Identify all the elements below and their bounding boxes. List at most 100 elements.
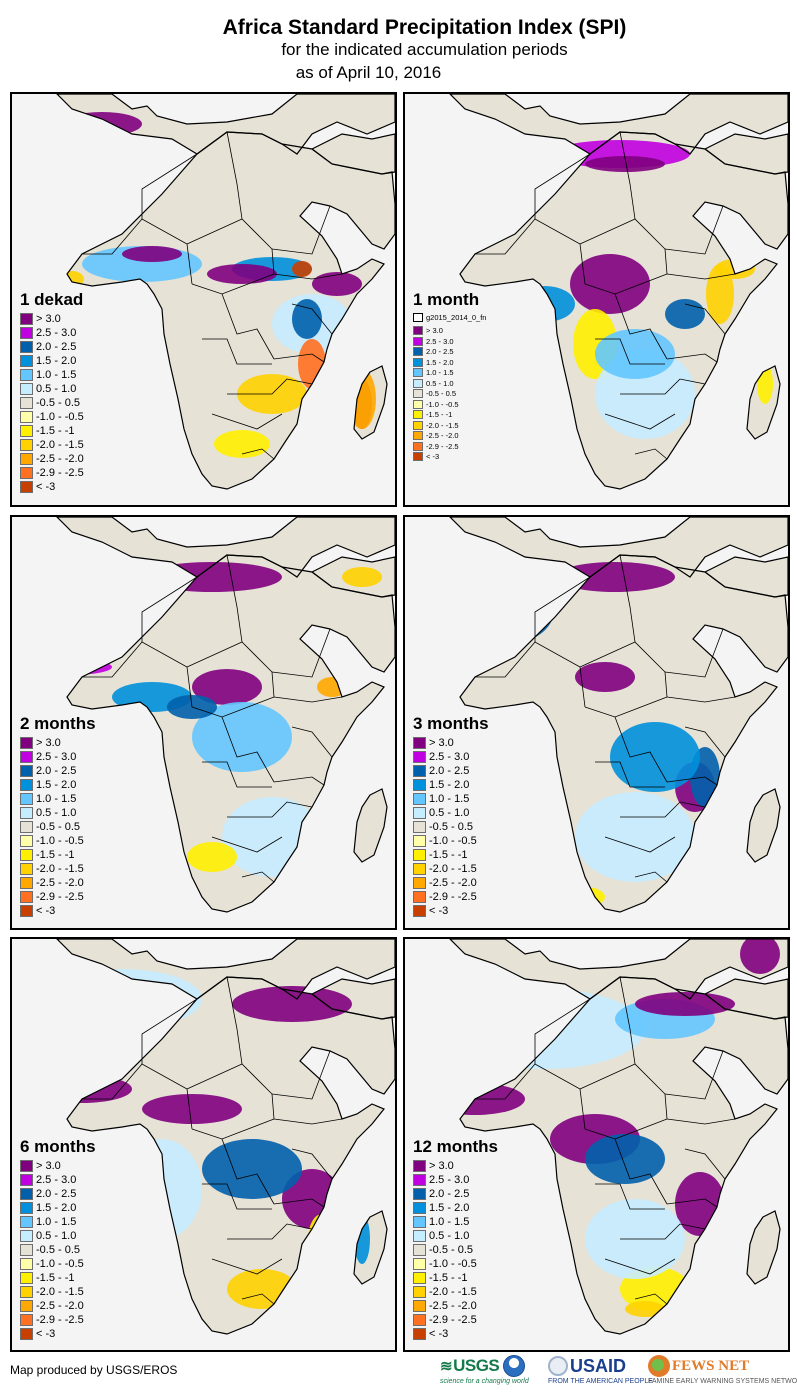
legend-item: 1.5 - 2.0 xyxy=(413,357,486,368)
legend-item: -2.0 - -1.5 xyxy=(413,862,489,876)
legend-label: 2.5 - 3.0 xyxy=(429,751,470,763)
legend-swatch-icon xyxy=(413,765,426,777)
legend-item: -0.5 - 0.5 xyxy=(20,820,96,834)
legend-item: < -3 xyxy=(20,904,96,918)
usaid-logo: USAID FROM THE AMERICAN PEOPLE xyxy=(548,1355,653,1386)
fewsnet-logo: FEWS NET FAMINE EARLY WARNING SYSTEMS NE… xyxy=(648,1355,797,1386)
spi-region-_2_0_1_5 xyxy=(706,264,734,324)
legend-item: -2.0 - -1.5 xyxy=(20,438,84,452)
legend-item: -2.9 - -2.5 xyxy=(20,1313,96,1327)
fewsnet-tagline: FAMINE EARLY WARNING SYSTEMS NETWORK xyxy=(648,1378,797,1385)
legend-label: -2.9 - -2.5 xyxy=(426,441,459,451)
legend-label: -2.0 - -1.5 xyxy=(429,1286,477,1298)
spi-region-_1_5_1 xyxy=(187,842,237,872)
legend-item: 2.5 - 3.0 xyxy=(20,326,84,340)
legend-swatch-icon xyxy=(413,793,426,805)
legend-layer-item: g2015_2014_0_fn xyxy=(413,312,486,323)
legend-item: 1.0 - 1.5 xyxy=(20,792,96,806)
legend-swatch-icon xyxy=(413,410,423,420)
legend-swatch-icon xyxy=(20,383,33,395)
spi-region-0_5_1_0 xyxy=(575,792,695,882)
country-border xyxy=(666,1118,736,1125)
legend-swatch-icon xyxy=(413,1244,426,1256)
credit-text: Map produced by USGS/EROS xyxy=(10,1363,178,1377)
legend-label: -1.5 - -1 xyxy=(429,849,468,861)
spi-region-_2_5_2_0 xyxy=(348,369,376,429)
usaid-logo-text: USAID xyxy=(570,1355,627,1376)
spi-region-_3_0 xyxy=(312,272,362,296)
coastline xyxy=(449,94,788,155)
legend-swatch-icon xyxy=(20,891,33,903)
legend-12-months: 12 months > 3.0 2.5 - 3.0 2.0 - 2.5 1.5 - 2.… xyxy=(413,1137,498,1341)
panel-title: 1 month xyxy=(413,290,480,309)
country-border xyxy=(614,293,668,360)
legend-label: -2.9 - -2.5 xyxy=(429,1314,477,1326)
legend-label: -1.5 - -1 xyxy=(36,849,75,861)
legend-label: 2.5 - 3.0 xyxy=(36,1174,77,1186)
country-border xyxy=(666,1198,718,1208)
legend-swatch-icon xyxy=(20,877,33,889)
legend-3-months: 3 months > 3.0 2.5 - 3.0 2.0 - 2.5 1.5 - 2.0… xyxy=(413,714,489,918)
legend-label: 2.0 - 2.5 xyxy=(426,347,454,357)
spi-region-_3_0 xyxy=(192,669,262,705)
legend-label: 1.0 - 1.5 xyxy=(426,368,454,378)
legend-label: 0.5 - 1.0 xyxy=(36,1230,77,1242)
legend-item: -1.5 - -1 xyxy=(413,1271,498,1285)
legend-swatch-icon xyxy=(20,1258,33,1270)
legend-label: > 3.0 xyxy=(36,313,61,325)
panel-title: 12 months xyxy=(413,1137,499,1156)
legend-swatch-icon xyxy=(20,397,33,409)
legend-swatch-icon xyxy=(413,1286,426,1298)
legend-item: < -3 xyxy=(413,1327,498,1341)
country-border xyxy=(221,1138,275,1205)
spi-region-2_5_3_0 xyxy=(500,602,550,622)
legend-item: -1.0 - -0.5 xyxy=(413,1257,498,1271)
spi-region-_2_0_1_5 xyxy=(625,1301,665,1317)
coastline xyxy=(56,94,395,155)
coastline xyxy=(56,517,395,578)
legend-label: -1.5 - -1 xyxy=(36,1272,75,1284)
legend-swatch-icon xyxy=(413,378,423,388)
legend-item: 2.5 - 3.0 xyxy=(413,336,486,347)
country-border xyxy=(595,338,665,365)
country-border xyxy=(273,1118,343,1125)
africa-map-1-dekad xyxy=(56,94,395,490)
country-border xyxy=(273,776,325,786)
legend-swatch-icon xyxy=(413,807,426,819)
country-border xyxy=(619,976,636,1065)
legend-label: 1.5 - 2.0 xyxy=(36,1202,77,1214)
legend-item: 2.5 - 3.0 xyxy=(413,1173,498,1187)
country-border xyxy=(684,303,726,335)
legend-swatch-icon xyxy=(20,1216,33,1228)
spi-panel-3-months: 3 months > 3.0 2.5 - 3.0 2.0 - 2.5 1.5 - 2.0… xyxy=(403,515,790,930)
legend-item: 0.5 - 1.0 xyxy=(413,378,486,389)
spi-region-_3_0 xyxy=(575,662,635,692)
europe-landmass xyxy=(57,94,395,154)
legend-swatch-icon xyxy=(413,1202,426,1214)
country-border xyxy=(666,273,736,280)
legend-item: -1.0 - -0.5 xyxy=(20,834,96,848)
country-border xyxy=(620,1223,706,1240)
legend-item: -2.0 - -1.5 xyxy=(413,420,486,431)
legend-swatch-icon xyxy=(20,313,33,325)
country-border xyxy=(534,576,591,642)
legend-label: < -3 xyxy=(36,905,56,917)
legend-item: 0.5 - 1.0 xyxy=(20,1229,96,1243)
legend-2-months: 2 months > 3.0 2.5 - 3.0 2.0 - 2.5 1.5 - 2.0… xyxy=(20,714,96,918)
spi-region-0_5_1_0 xyxy=(222,797,322,877)
legend-item: > 3.0 xyxy=(20,1159,96,1173)
legend-swatch-icon xyxy=(413,326,423,336)
coastline xyxy=(746,365,781,440)
country-border xyxy=(664,628,724,678)
legend-label: 1.0 - 1.5 xyxy=(36,1216,77,1228)
country-border xyxy=(620,801,706,818)
legend-label: 2.5 - 3.0 xyxy=(426,336,454,346)
country-border xyxy=(211,413,283,430)
legend-label: 2.5 - 3.0 xyxy=(429,1174,470,1186)
coastline xyxy=(703,978,788,1020)
legend-item: -0.5 - 0.5 xyxy=(20,396,84,410)
country-border xyxy=(664,205,724,255)
country-border xyxy=(141,153,198,219)
spi-region-_1_5_1 xyxy=(214,430,270,458)
spi-region-_3_0 xyxy=(207,264,277,284)
